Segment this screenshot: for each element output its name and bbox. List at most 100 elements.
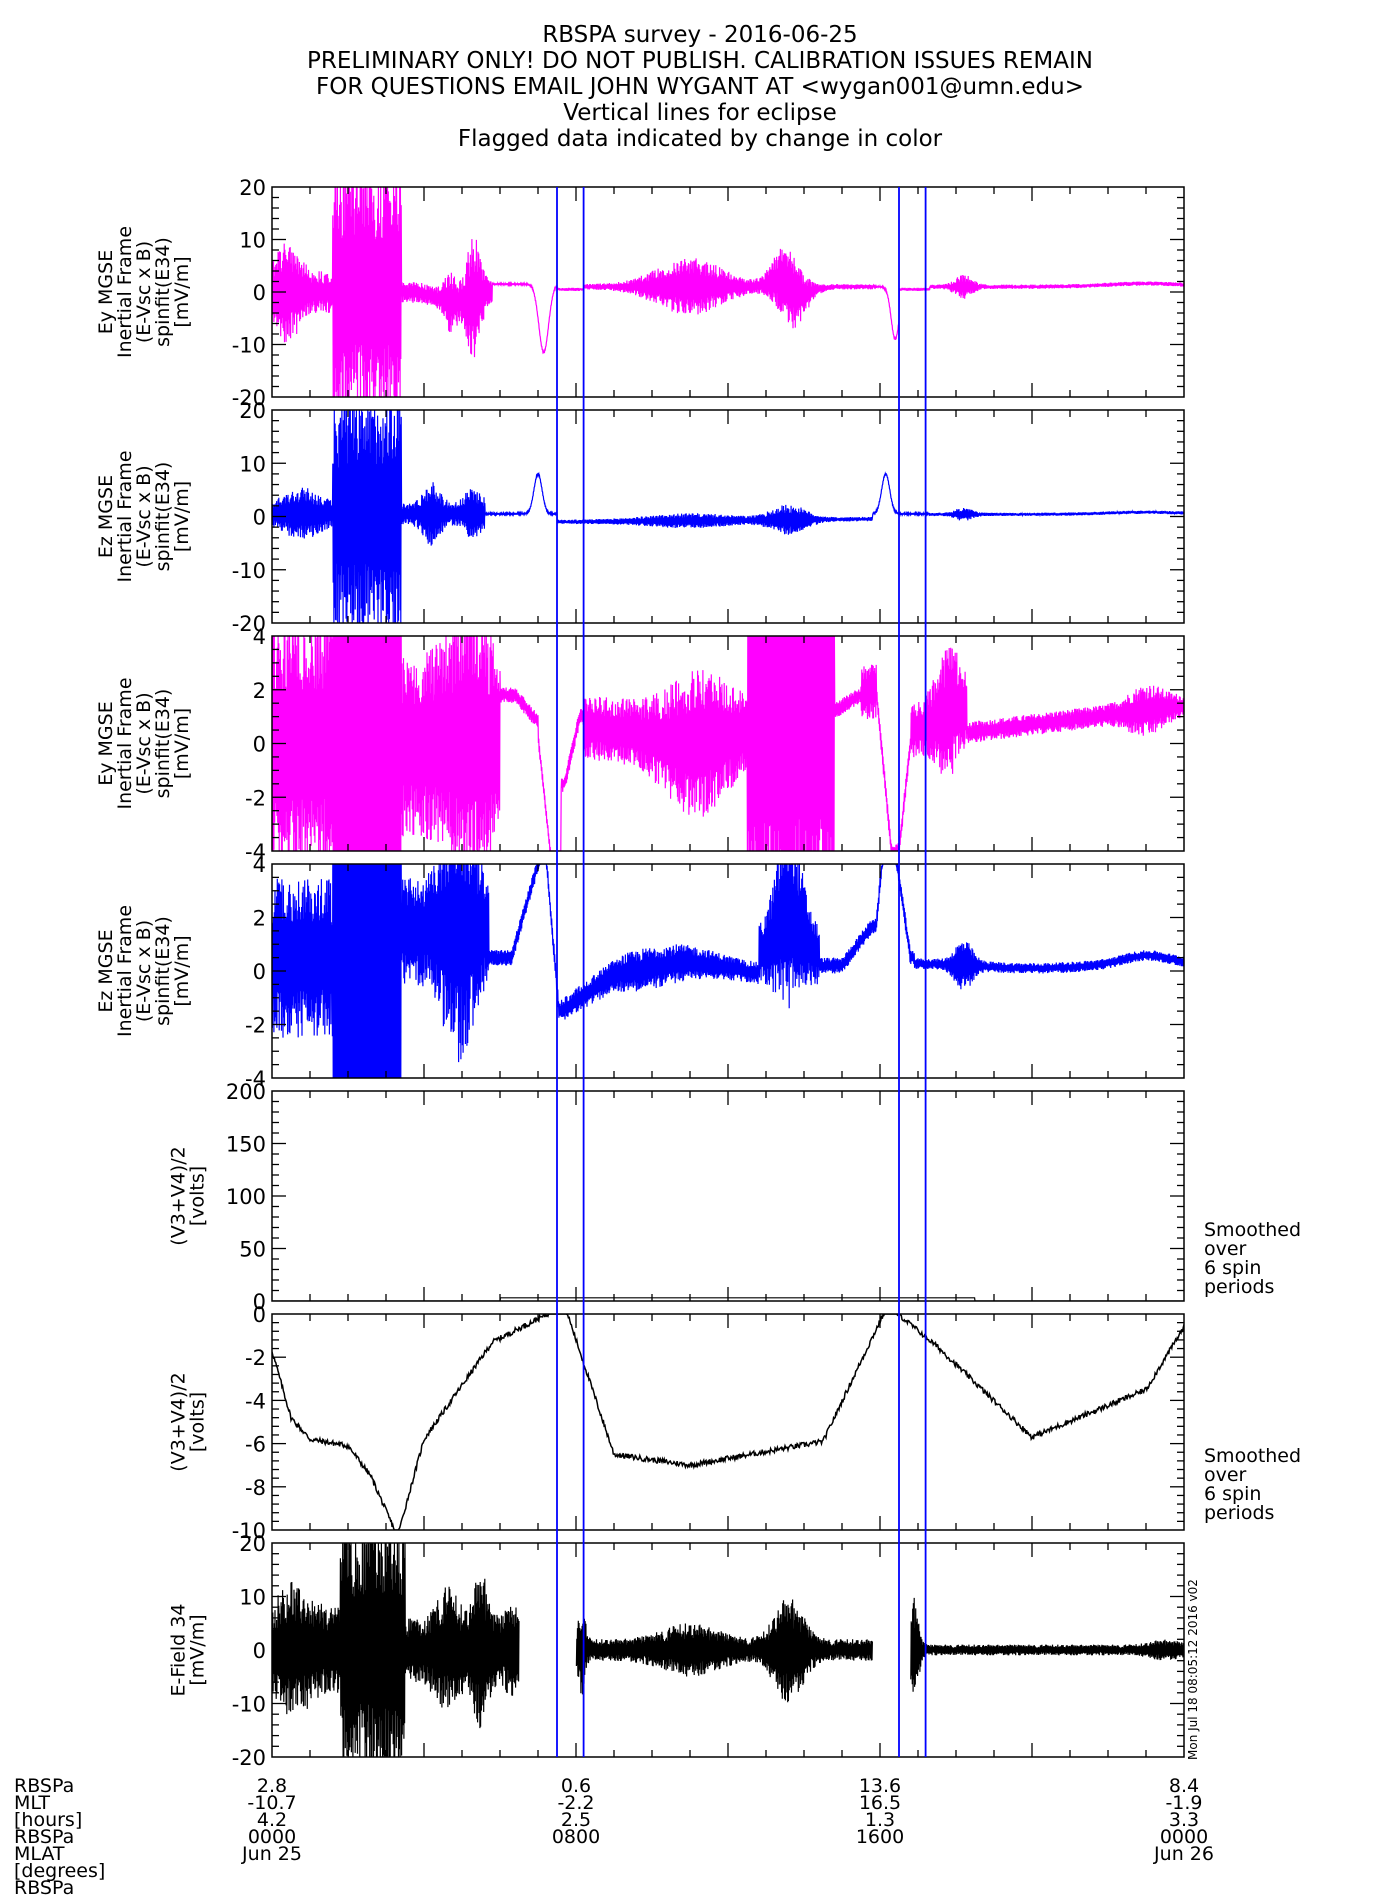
series-trace-3 <box>272 636 1184 851</box>
page-title: RBSPA survey - 2016-06-25 <box>542 22 858 48</box>
x-axis-row-label: [degrees] <box>14 1860 105 1882</box>
contact-line: FOR QUESTIONS EMAIL JOHN WYGANT AT <wyga… <box>315 74 1085 100</box>
y-axis-label: [mV/m] <box>171 708 193 779</box>
y-axis-label: spinfit(E34) <box>152 916 174 1026</box>
x-tick-label: 1.3 <box>865 1809 895 1831</box>
x-axis-row-label: MLT <box>14 1792 50 1814</box>
y-tick-label: 4 <box>253 625 266 649</box>
y-tick-label: -10 <box>232 334 266 358</box>
y-axis-label: (V3+V4)/2 <box>168 1146 190 1245</box>
smoothing-note: Smoothed <box>1204 1219 1301 1241</box>
smoothing-note: over <box>1204 1464 1247 1486</box>
y-tick-label: -10 <box>232 1693 266 1717</box>
y-axis-label: [volts] <box>187 1166 209 1226</box>
x-tick-label: -1.9 <box>1165 1792 1202 1814</box>
y-tick-label: 2 <box>253 679 266 703</box>
smoothing-note: 6 spin <box>1204 1483 1261 1505</box>
x-axis-row-label: RBSPa <box>14 1775 74 1797</box>
y-axis-label: [mV/m] <box>171 256 193 327</box>
smoothing-note: Smoothed <box>1204 1445 1301 1467</box>
y-tick-label: 0 <box>253 1639 266 1663</box>
y-tick-label: -20 <box>232 612 266 636</box>
y-tick-label: 0 <box>253 281 266 305</box>
y-tick-label: 2 <box>253 907 266 931</box>
panel-6-data <box>272 1314 1184 1530</box>
panel-3-data <box>272 636 1184 851</box>
y-tick-label: 20 <box>239 399 266 423</box>
y-axis-label: (E-Vsc x B) <box>133 465 155 567</box>
x-tick-label: Jun 25 <box>241 1843 302 1865</box>
x-tick-label: 2.8 <box>257 1775 287 1797</box>
y-axis-label: Ez MGSE <box>95 475 117 558</box>
smoothing-note: over <box>1204 1238 1247 1260</box>
y-axis-label: Ey MGSE <box>95 250 117 334</box>
smoothing-note: periods <box>1204 1502 1274 1524</box>
y-tick-label: -6 <box>245 1433 266 1457</box>
y-tick-label: 150 <box>226 1133 266 1157</box>
x-axis-row-label: [hours] <box>14 1809 82 1831</box>
y-tick-label: 10 <box>239 229 266 253</box>
y-tick-label: -2 <box>245 1014 266 1038</box>
y-axis-label: Inertial Frame <box>114 905 136 1037</box>
y-axis-label: Inertial Frame <box>114 450 136 582</box>
y-tick-label: -4 <box>245 1067 266 1091</box>
y-axis-label: [mV/m] <box>171 935 193 1006</box>
y-tick-label: 0 <box>253 1303 266 1327</box>
x-tick-label: Jun 26 <box>1153 1843 1214 1865</box>
y-tick-label: 50 <box>239 1238 266 1262</box>
x-tick-label: 0000 <box>1160 1826 1208 1848</box>
panel-1-data <box>272 187 1184 397</box>
x-tick-label: -2.2 <box>557 1792 594 1814</box>
series-trace-7 <box>272 1543 1184 1757</box>
warning-line: PRELIMINARY ONLY! DO NOT PUBLISH. CALIBR… <box>306 48 1093 74</box>
x-tick-label: 0800 <box>552 1826 600 1848</box>
series-trace-6 <box>272 1314 1184 1530</box>
y-axis-label: (E-Vsc x B) <box>133 241 155 343</box>
y-axis-label: Inertial Frame <box>114 677 136 809</box>
y-axis-label: [mV/m] <box>171 481 193 552</box>
y-axis-label: (E-Vsc x B) <box>133 692 155 794</box>
x-tick-label: 16.5 <box>859 1792 901 1814</box>
x-tick-label: 1600 <box>856 1826 904 1848</box>
y-tick-label: -10 <box>232 559 266 583</box>
smoothing-note: periods <box>1204 1276 1274 1298</box>
flag-note: Flagged data indicated by change in colo… <box>457 126 943 152</box>
y-axis-label: [mV/m] <box>187 1614 209 1685</box>
y-tick-label: 0 <box>253 506 266 530</box>
x-tick-label: 0000 <box>248 1826 296 1848</box>
y-tick-label: 10 <box>239 1586 266 1610</box>
x-tick-label: 13.6 <box>859 1775 901 1797</box>
y-tick-label: -20 <box>232 1746 266 1770</box>
y-axis-label: Ey MGSE <box>95 701 117 785</box>
x-axis-row-label: MLAT <box>14 1843 65 1865</box>
y-tick-label: 100 <box>226 1185 266 1209</box>
y-tick-label: -4 <box>245 840 266 864</box>
y-axis-label: [volts] <box>187 1392 209 1452</box>
y-axis-label: E-Field 34 <box>168 1604 190 1697</box>
series-trace-2 <box>272 410 1184 623</box>
series-trace-1 <box>272 187 1184 397</box>
y-axis-label: spinfit(E34) <box>152 237 174 347</box>
panel-2-data <box>272 410 1184 623</box>
timestamp-stamp: Mon Jul 18 08:05:12 2016 v02 <box>1186 1579 1200 1760</box>
y-tick-label: 200 <box>226 1080 266 1104</box>
x-tick-label: 2.5 <box>561 1809 591 1831</box>
x-axis-row-label: RBSPa <box>14 1826 74 1848</box>
panel-frame <box>271 1090 1185 1302</box>
y-tick-label: -8 <box>245 1476 266 1500</box>
y-axis-label: (E-Vsc x B) <box>133 920 155 1022</box>
panel-4-data <box>272 864 1184 1078</box>
y-axis-label: (V3+V4)/2 <box>168 1372 190 1471</box>
y-tick-label: 20 <box>239 1532 266 1556</box>
y-tick-label: -2 <box>245 1346 266 1370</box>
x-tick-label: 0.6 <box>561 1775 591 1797</box>
series-trace-4 <box>272 864 1184 1078</box>
y-tick-label: -10 <box>232 1519 266 1543</box>
panel-7-data <box>272 1543 1184 1757</box>
y-tick-label: -20 <box>232 386 266 410</box>
smoothing-note: 6 spin <box>1204 1257 1261 1279</box>
y-axis-label: Ez MGSE <box>95 929 117 1012</box>
x-axis-row-label: RBSPa <box>14 1877 74 1899</box>
y-tick-label: -4 <box>245 1389 266 1413</box>
